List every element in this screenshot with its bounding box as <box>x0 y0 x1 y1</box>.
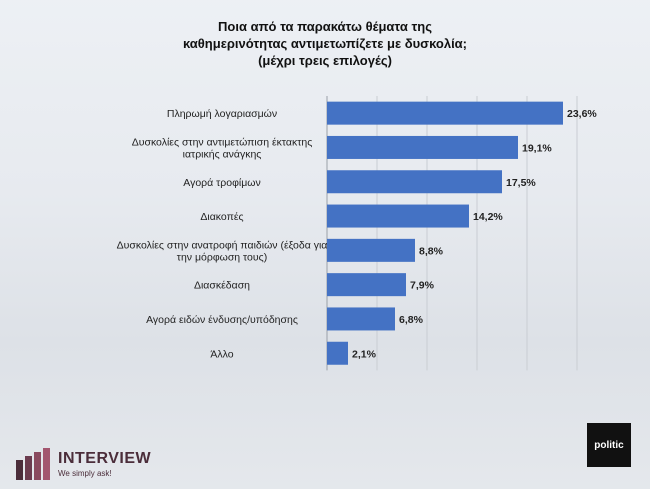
category-label-line: Δυσκολίες στην ανατροφή παιδιών (έξοδα γ… <box>117 239 328 251</box>
category-label-line: Αγορά ειδών ένδυσης/υπόδησης <box>146 314 298 326</box>
bar <box>327 273 406 297</box>
category-label-line: την μόρφωση τους) <box>177 251 267 263</box>
value-label: 14,2% <box>473 211 503 223</box>
category-label: Διακοπές <box>200 211 243 223</box>
category-label-line: Δυσκολίες στην αντιμετώπιση έκτακτης <box>132 136 313 148</box>
category-label-line: Διακοπές <box>200 211 243 223</box>
bar <box>327 238 415 262</box>
value-label: 6,8% <box>399 314 424 326</box>
bar <box>327 101 563 125</box>
chart-title-line: Ποια από τα παρακάτω θέματα της <box>218 19 432 34</box>
category-label-line: Αγορά τροφίμων <box>183 177 260 189</box>
category-label: Διασκέδαση <box>194 280 250 292</box>
politic-logo: politic <box>587 423 631 467</box>
bar <box>327 204 469 228</box>
category-label: Πληρωμή λογαριασμών <box>167 108 277 120</box>
category-label-line: Άλλο <box>210 348 233 360</box>
logo-name: INTERVIEW <box>58 450 152 467</box>
value-label: 23,6% <box>567 108 597 120</box>
politic-logo-text: politic <box>594 439 624 451</box>
category-label-line: Διασκέδαση <box>194 280 250 292</box>
category-label: Άλλο <box>210 348 233 360</box>
category-label: Αγορά ειδών ένδυσης/υπόδησης <box>146 314 298 326</box>
bar-logo-icon <box>16 448 50 480</box>
interview-logo: INTERVIEW We simply ask! <box>14 448 174 482</box>
bar <box>327 135 518 159</box>
bar <box>327 341 348 365</box>
logo-tagline: We simply ask! <box>58 469 112 478</box>
category-label-line: ιατρικής ανάγκης <box>183 148 262 160</box>
value-label: 17,5% <box>506 177 536 189</box>
bar <box>327 170 502 194</box>
bar <box>327 307 395 331</box>
category-label: Αγορά τροφίμων <box>183 177 260 189</box>
category-label: Δυσκολίες στην ανατροφή παιδιών (έξοδα γ… <box>117 239 328 263</box>
chart-title-line: καθημερινότητας αντιμετωπίζετε με δυσκολ… <box>182 36 468 51</box>
chart-title: Ποια από τα παρακάτω θέματα της καθημερι… <box>100 18 550 69</box>
value-label: 8,8% <box>419 245 444 257</box>
category-label: Δυσκολίες στην αντιμετώπιση έκτακτης ιατρ… <box>132 136 313 160</box>
category-label-line: Πληρωμή λογαριασμών <box>167 108 277 120</box>
chart-title-line: (μέχρι τρεις επιλογές) <box>258 53 392 68</box>
value-label: 19,1% <box>522 142 552 154</box>
value-label: 7,9% <box>410 280 435 292</box>
value-label: 2,1% <box>352 348 377 360</box>
